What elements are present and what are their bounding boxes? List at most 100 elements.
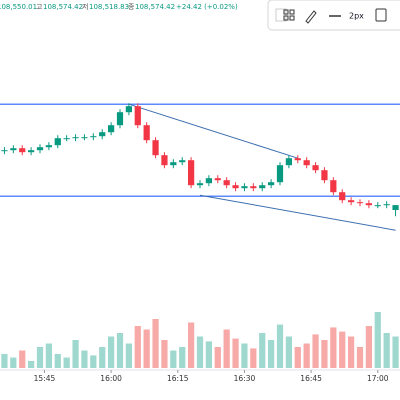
candle-body (374, 205, 381, 207)
candle-body (188, 160, 195, 186)
volume-bar (10, 357, 17, 368)
candle-body (392, 205, 399, 210)
volume-bar (241, 343, 248, 368)
high-value: 108,574.42 (43, 3, 83, 11)
volume-bar (63, 357, 70, 368)
candle-body (152, 140, 159, 156)
volume-bar (108, 336, 115, 368)
volume-bar (125, 343, 132, 368)
volume-bar (45, 343, 52, 368)
candle-body (383, 204, 390, 206)
volume-bar (36, 347, 44, 368)
volume-bar (90, 355, 97, 368)
candle-body (285, 158, 292, 166)
volume-bar (170, 350, 177, 368)
volume-bar (179, 347, 186, 368)
volume-bar (250, 348, 257, 368)
volume-bar (54, 354, 61, 368)
open-value: 108,550.01 (0, 3, 37, 11)
volume-bar (374, 312, 381, 368)
candle-body (232, 185, 239, 189)
candle-body (330, 180, 337, 193)
volume-bar (356, 347, 364, 368)
volume-bar (188, 322, 195, 368)
volume-bar (285, 336, 292, 368)
candle-body (259, 185, 266, 189)
volume-bar (383, 333, 390, 368)
volume-bar (99, 347, 106, 368)
candle-body (241, 186, 248, 189)
candle-body (161, 155, 168, 166)
volume-bar (196, 336, 204, 368)
volume-bar (1, 354, 8, 368)
candle-body (99, 132, 106, 137)
candle-body (36, 147, 44, 151)
volume-bar (330, 327, 337, 368)
candle-body (339, 192, 346, 201)
candle-body (125, 106, 132, 113)
template-icon-part (289, 9, 295, 15)
pen-icon[interactable] (305, 10, 317, 24)
close-label: 종 (128, 3, 135, 11)
candle-body (1, 150, 8, 152)
close-value: 108,574.42 (135, 3, 175, 11)
x-tick-label: 16:15 (167, 374, 189, 383)
volume-bar (339, 331, 346, 368)
template-icon[interactable] (283, 9, 289, 15)
candle-body (143, 125, 150, 141)
volume-bar (143, 329, 150, 368)
line-width[interactable]: 2px (349, 12, 364, 21)
candle-body (54, 138, 61, 146)
candle-body (81, 137, 88, 139)
candle-body (170, 162, 177, 166)
volume-bar (303, 343, 310, 368)
x-tick-label: 17:00 (367, 374, 389, 383)
volume-bar (276, 324, 284, 368)
x-tick-label: 15:45 (34, 374, 56, 383)
volume-bar (28, 361, 35, 368)
volume-bar (365, 326, 372, 368)
candle-body (356, 202, 364, 204)
volume-bar (348, 336, 355, 368)
toolbar-box (267, 0, 400, 31)
volume-bar (268, 340, 275, 368)
candle-body (108, 125, 115, 133)
candle-body (250, 186, 257, 189)
drag-handle[interactable] (275, 8, 287, 22)
volume-bar (223, 329, 230, 368)
candle-body (303, 160, 310, 166)
template-icon-part (289, 15, 295, 21)
x-tick-label: 16:00 (100, 374, 122, 383)
x-tick-label: 16:45 (300, 374, 322, 383)
candle-body (321, 170, 328, 181)
candle-body (63, 138, 70, 140)
candle-body (348, 200, 355, 203)
template-icon-part (283, 15, 289, 21)
volume-bar (232, 338, 239, 368)
candle-body (19, 148, 26, 153)
high-label: 고 (36, 3, 43, 11)
volume-bar (72, 340, 79, 368)
legend-header: 108,550.01 고 108,574.42 저 108,518.83 종 1… (0, 2, 238, 11)
volume-bar (312, 334, 319, 368)
candle-body (294, 158, 301, 161)
candle-body (10, 148, 17, 151)
trend-line (199, 194, 396, 231)
change-value: +24.42 (+0.02%) (176, 3, 238, 11)
candle-body (45, 145, 52, 148)
candle-body (268, 182, 275, 186)
x-tick-label: 16:30 (234, 374, 256, 383)
volume-bar (81, 350, 88, 368)
volume-bar (321, 340, 328, 368)
volume-bar (214, 347, 221, 368)
candle-body (214, 178, 221, 181)
low-label: 저 (82, 2, 88, 11)
volume-bar (392, 336, 399, 368)
candle-body (72, 137, 79, 139)
settings-icon[interactable] (375, 8, 387, 22)
candle-body (276, 165, 284, 183)
trend-line (128, 103, 298, 159)
candle-body (205, 178, 212, 184)
candle-body (223, 180, 230, 186)
